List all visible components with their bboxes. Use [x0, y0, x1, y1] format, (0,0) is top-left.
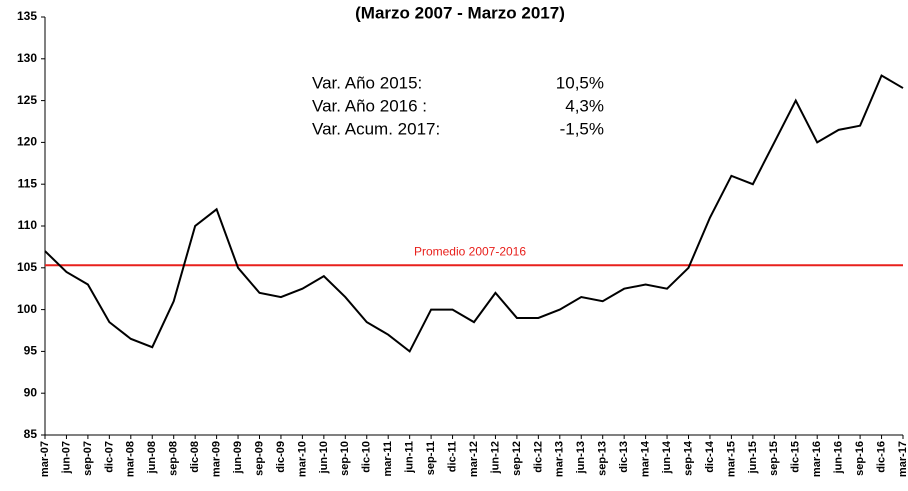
x-tick-label: jun-12 [489, 441, 501, 474]
x-tick-label: sep-15 [768, 441, 780, 476]
x-tick-label: dic-07 [103, 441, 115, 473]
x-tick-label: dic-16 [875, 441, 887, 473]
x-tick-label: mar-17 [897, 441, 908, 477]
x-tick-label: dic-13 [618, 441, 630, 473]
x-tick-label: sep-12 [511, 441, 523, 476]
x-tick-label: jun-11 [404, 441, 416, 474]
annotation-value: 10,5% [556, 73, 604, 92]
annotation-label: Var. Acum. 2017: [312, 119, 440, 138]
annotation-label: Var. Año 2015: [312, 73, 422, 92]
x-tick-label: sep-10 [339, 441, 351, 476]
x-tick-label: dic-10 [361, 441, 373, 473]
x-tick-label: mar-10 [296, 441, 308, 477]
y-tick-label: 120 [17, 135, 37, 149]
reference-label: Promedio 2007-2016 [414, 244, 526, 258]
y-tick-label: 125 [17, 93, 37, 107]
y-tick-label: 90 [24, 385, 38, 399]
x-tick-label: dic-12 [532, 441, 544, 473]
y-tick-label: 85 [24, 427, 38, 441]
x-tick-label: jun-08 [146, 441, 158, 474]
y-tick-label: 95 [24, 344, 38, 358]
x-tick-label: mar-16 [811, 441, 823, 477]
x-tick-label: mar-09 [211, 441, 223, 477]
x-tick-label: jun-13 [575, 441, 587, 474]
chart-title: (Marzo 2007 - Marzo 2017) [355, 3, 565, 22]
x-tick-label: dic-11 [446, 441, 458, 472]
x-tick-label: mar-14 [640, 440, 652, 477]
y-tick-label: 110 [18, 218, 38, 232]
x-tick-label: jun-10 [318, 441, 330, 474]
x-tick-label: sep-07 [82, 441, 94, 476]
y-tick-label: 130 [17, 51, 37, 65]
x-tick-label: mar-08 [125, 441, 137, 477]
annotation-value: 4,3% [565, 96, 604, 115]
x-tick-label: mar-11 [382, 441, 394, 476]
y-tick-label: 100 [17, 302, 37, 316]
x-tick-label: dic-08 [189, 441, 201, 473]
x-tick-label: dic-09 [275, 441, 287, 473]
x-tick-label: sep-08 [168, 441, 180, 476]
x-tick-label: mar-15 [725, 441, 737, 477]
x-tick-label: mar-07 [39, 441, 51, 477]
x-tick-label: jun-15 [747, 441, 759, 474]
x-tick-label: sep-09 [253, 441, 265, 476]
x-tick-label: jun-16 [833, 441, 845, 474]
x-tick-label: sep-14 [682, 440, 694, 476]
x-tick-label: sep-16 [854, 441, 866, 476]
annotation-value: -1,5% [560, 119, 604, 138]
x-tick-label: sep-11 [425, 441, 437, 475]
x-tick-label: jun-07 [60, 441, 72, 474]
x-tick-label: sep-13 [597, 441, 609, 476]
x-tick-label: mar-13 [554, 441, 566, 477]
x-tick-label: dic-14 [704, 440, 716, 473]
y-tick-label: 135 [17, 9, 37, 23]
x-tick-label: jun-14 [661, 440, 673, 474]
x-tick-label: jun-09 [232, 441, 244, 474]
y-tick-label: 105 [17, 260, 37, 274]
annotation-label: Var. Año 2016 : [312, 96, 427, 115]
line-series [44, 74, 904, 353]
x-tick-label: mar-12 [468, 441, 480, 477]
y-tick-label: 115 [18, 176, 38, 190]
x-tick-label: dic-15 [790, 441, 802, 473]
